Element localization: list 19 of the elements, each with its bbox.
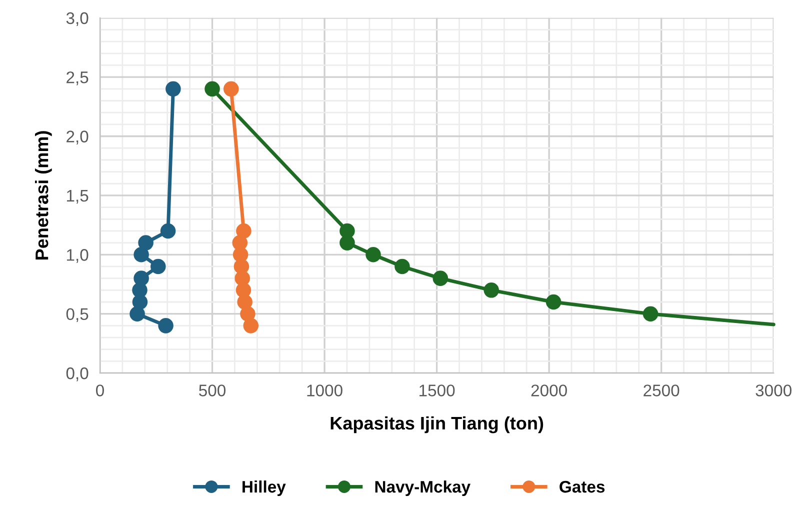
x-tick-label: 2500 — [644, 384, 680, 396]
y-tick-label: 1,5 — [66, 190, 88, 204]
x-tick-label: 3000 — [756, 384, 792, 396]
x-axis-title: Kapasitas Ijin Tiang (ton) — [330, 416, 544, 434]
x-tick-label: 0 — [96, 384, 104, 396]
legend-label: Hilley — [242, 480, 286, 496]
y-tick-label: 3,0 — [66, 12, 88, 26]
y-axis-title: Penetrasi (mm) — [35, 131, 52, 260]
legend-label: Navy-Mckay — [375, 480, 470, 496]
y-tick-label: 0,5 — [66, 308, 88, 322]
x-tick-label: 2000 — [531, 384, 567, 396]
legend-label: Gates — [560, 480, 605, 493]
y-tick-label: 1,0 — [66, 249, 88, 263]
y-tick-label: 2,0 — [66, 130, 88, 144]
x-tick-label: 1000 — [307, 384, 342, 396]
y-tick-label: 2,5 — [66, 71, 88, 86]
x-tick-label: 1500 — [420, 384, 455, 396]
y-tick-label: 0,0 — [66, 367, 88, 382]
x-tick-label: 500 — [199, 384, 226, 396]
